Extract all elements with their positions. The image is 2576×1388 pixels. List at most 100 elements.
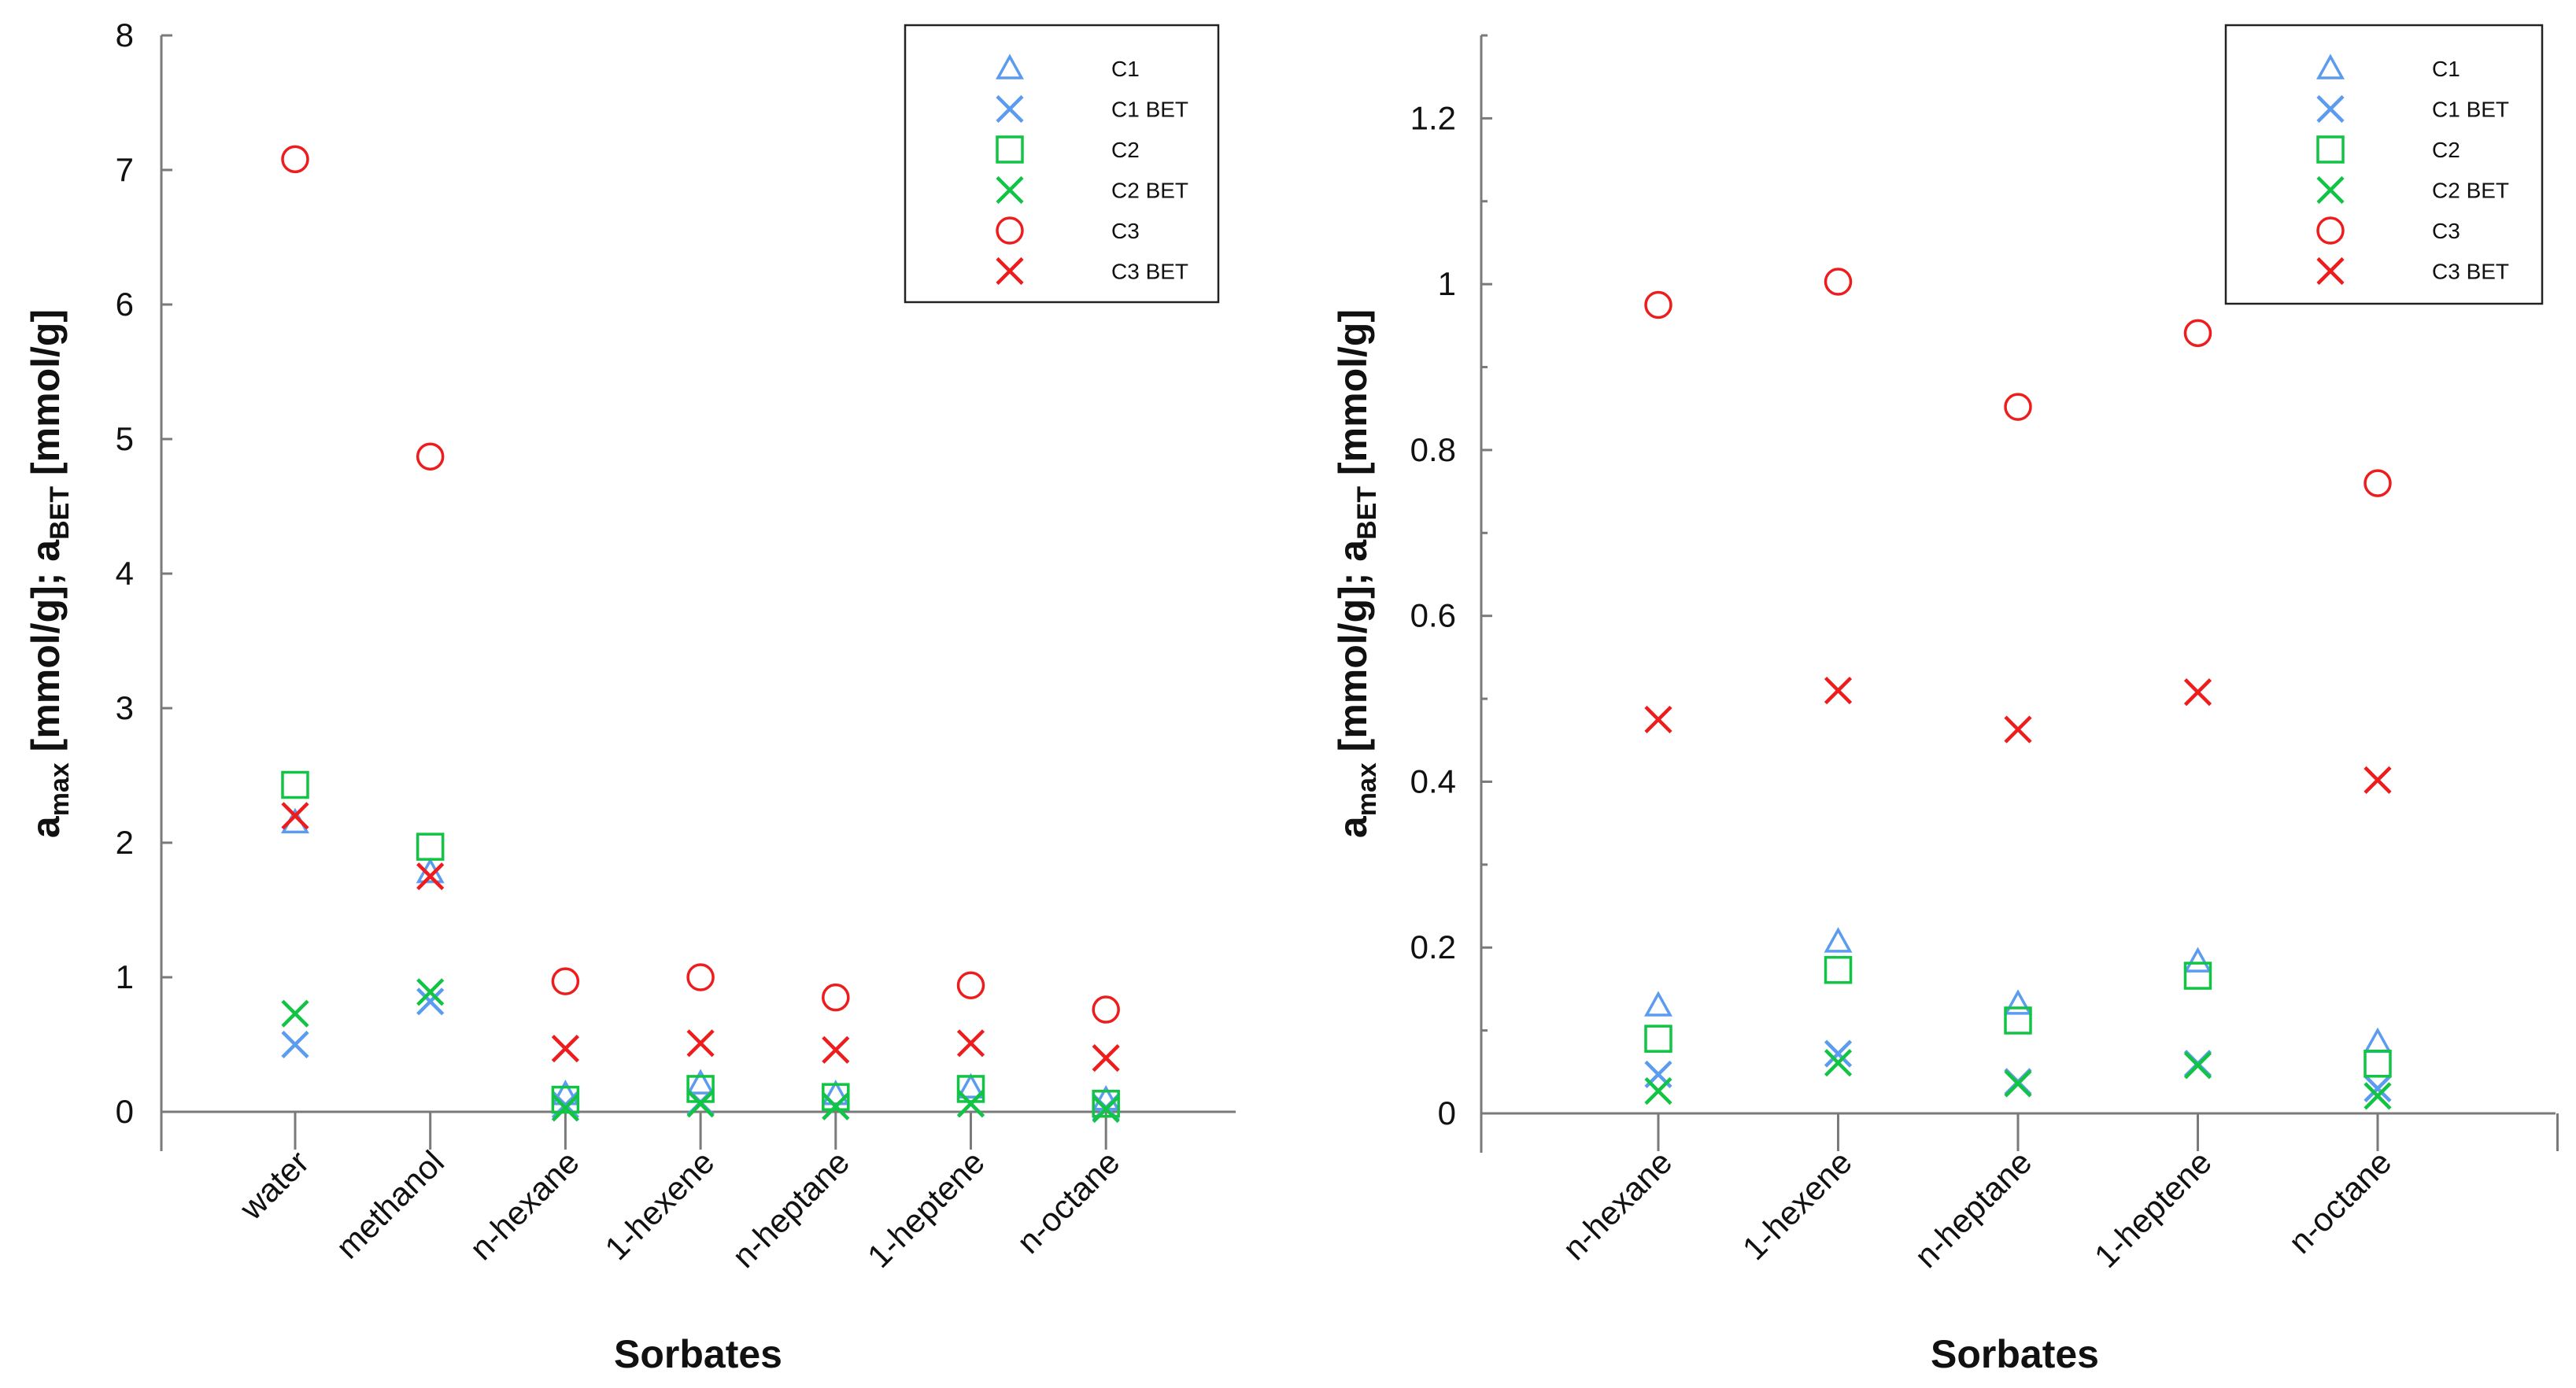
series-c3 <box>281 145 1120 1024</box>
y-tick-label: 0.4 <box>1410 762 1456 799</box>
y-tick-label: 5 <box>116 420 134 457</box>
point-c3-bet-n-hexane <box>1644 705 1672 734</box>
point-c3-n-octane <box>2363 469 2392 497</box>
legend-marker-c2-bet <box>2316 175 2345 205</box>
point-c2-bet-1-hexene <box>1824 1049 1853 1077</box>
point-c2-1-hexene <box>1824 955 1853 984</box>
point-c2-1-heptene <box>2183 962 2212 990</box>
legend-marker-c1-bet <box>996 94 1024 124</box>
point-c3-1-heptene <box>956 971 985 1000</box>
point-c2-n-octane <box>2363 1050 2392 1078</box>
y-tick-label: 7 <box>116 151 134 188</box>
x-tick-label-n-hexane: n-hexane <box>463 1143 586 1267</box>
point-c2-n-hexane <box>1644 1024 1672 1053</box>
point-c3-bet-n-octane <box>1092 1044 1120 1072</box>
legend-marker-c2-bet <box>996 175 1024 205</box>
point-c2-bet-n-heptane <box>2004 1069 2032 1098</box>
point-c1-1-heptene <box>2183 947 2212 973</box>
legend-label-c1: C1 <box>1111 57 1140 81</box>
y-axis-label-part: a <box>1331 815 1375 838</box>
y-axis-label-part: [mmol/g]; a <box>1331 539 1375 763</box>
x-tick-label-n-hexane: n-hexane <box>1555 1143 1679 1267</box>
series-c3-bet <box>281 802 1120 1072</box>
point-c3-n-heptane <box>2004 393 2032 421</box>
y-tick-label: 0 <box>1438 1095 1456 1131</box>
point-c2-methanol <box>416 832 445 861</box>
y-tick-label: 1.2 <box>1410 99 1456 136</box>
legend-label-c1-bet: C1 BET <box>1111 98 1188 122</box>
point-c3-1-hexene <box>1824 268 1853 296</box>
point-c2-bet-water <box>281 999 309 1028</box>
point-c3-1-hexene <box>686 963 715 991</box>
legend-label-c2: C2 <box>1111 138 1140 162</box>
x-tick-label-n-heptane: n-heptane <box>725 1143 856 1275</box>
x-axis-label: Sorbates <box>1931 1332 2099 1376</box>
point-c3-bet-1-heptene <box>2183 678 2212 707</box>
point-c3-water <box>281 145 309 174</box>
legend: C1 C1 BET C2 C2 BET C3 C3 BET <box>2224 24 2544 305</box>
series-c1-bet <box>1644 1039 2392 1102</box>
point-c2-n-octane <box>1092 1089 1120 1118</box>
point-c1-n-hexane <box>1644 991 1672 1017</box>
x-tick-label-1-hexene: 1-hexene <box>1735 1143 1859 1267</box>
legend-label-c3-bet: C3 BET <box>1111 260 1188 284</box>
y-axis-label-part: [mmol/g] <box>24 309 68 486</box>
y-axis-label: amax [mmol/g]; aBET [mmol/g] <box>24 309 75 838</box>
y-tick-label: 4 <box>116 555 134 592</box>
point-c2-water <box>281 770 309 799</box>
point-c2-bet-n-hexane <box>1644 1076 1672 1106</box>
series-c2 <box>281 770 1120 1118</box>
y-tick-label: 0 <box>116 1093 134 1130</box>
y-axis-label-subscript: BET <box>45 486 75 540</box>
point-c3-n-octane <box>1092 995 1120 1024</box>
point-c2-bet-1-heptene <box>956 1090 985 1118</box>
point-c3-n-hexane <box>551 967 580 995</box>
point-c3-n-heptane <box>822 983 850 1012</box>
point-c2-n-hexane <box>551 1085 580 1114</box>
y-tick-label: 0.2 <box>1410 928 1456 965</box>
point-c3-bet-1-hexene <box>1824 676 1853 705</box>
point-c1-bet-water <box>281 1030 309 1059</box>
x-tick-label-n-octane: n-octane <box>2282 1143 2399 1261</box>
point-c3-bet-n-heptane <box>2004 715 2032 744</box>
y-tick-label: 1 <box>116 958 134 995</box>
legend-marker-c2 <box>996 135 1024 164</box>
point-c3-bet-1-heptene <box>956 1029 985 1058</box>
legend-marker-c1-bet <box>2316 94 2345 124</box>
y-axis-label-part: [mmol/g]; a <box>24 539 68 763</box>
y-axis-label-subscript: BET <box>1352 486 1382 540</box>
point-c1-1-hexene <box>686 1069 715 1095</box>
legend-marker-c2 <box>2316 135 2345 164</box>
point-c3-bet-water <box>281 802 309 830</box>
point-c2-bet-n-octane <box>2363 1082 2392 1110</box>
y-axis-label-part: a <box>24 815 68 838</box>
point-c2-n-heptane <box>822 1083 850 1111</box>
y-axis-label-subscript: max <box>45 762 75 816</box>
legend-label-c1-bet: C1 BET <box>2432 98 2509 122</box>
legend-label-c2-bet: C2 BET <box>2432 179 2509 203</box>
x-tick-label-1-heptene: 1-heptene <box>2087 1143 2219 1275</box>
point-c3-1-heptene <box>2183 319 2212 348</box>
legend-label-c3-bet: C3 BET <box>2432 260 2509 284</box>
legend-label-c3: C3 <box>2432 219 2460 243</box>
point-c2-bet-n-heptane <box>822 1092 850 1120</box>
series-c2-bet <box>1644 1049 2392 1110</box>
point-c2-bet-n-hexane <box>551 1094 579 1122</box>
point-c3-bet-n-heptane <box>822 1035 850 1064</box>
legend-box <box>904 24 1220 304</box>
point-c3-methanol <box>416 442 445 471</box>
legend-marker-c3-bet <box>996 257 1024 286</box>
point-c1-bet-n-octane <box>2363 1074 2392 1102</box>
point-c1-bet-methanol <box>416 987 445 1016</box>
legend-marker-c3-bet <box>2316 257 2345 286</box>
legend-label-c1: C1 <box>2432 57 2460 81</box>
y-tick-label: 1 <box>1438 265 1456 302</box>
legend-box <box>2224 24 2544 305</box>
point-c3-bet-methanol <box>416 862 445 891</box>
series-c3-bet <box>1644 676 2392 794</box>
point-c2-bet-1-hexene <box>686 1090 715 1118</box>
point-c1-bet-1-hexene <box>1824 1039 1853 1068</box>
point-c2-bet-1-heptene <box>2183 1051 2212 1080</box>
